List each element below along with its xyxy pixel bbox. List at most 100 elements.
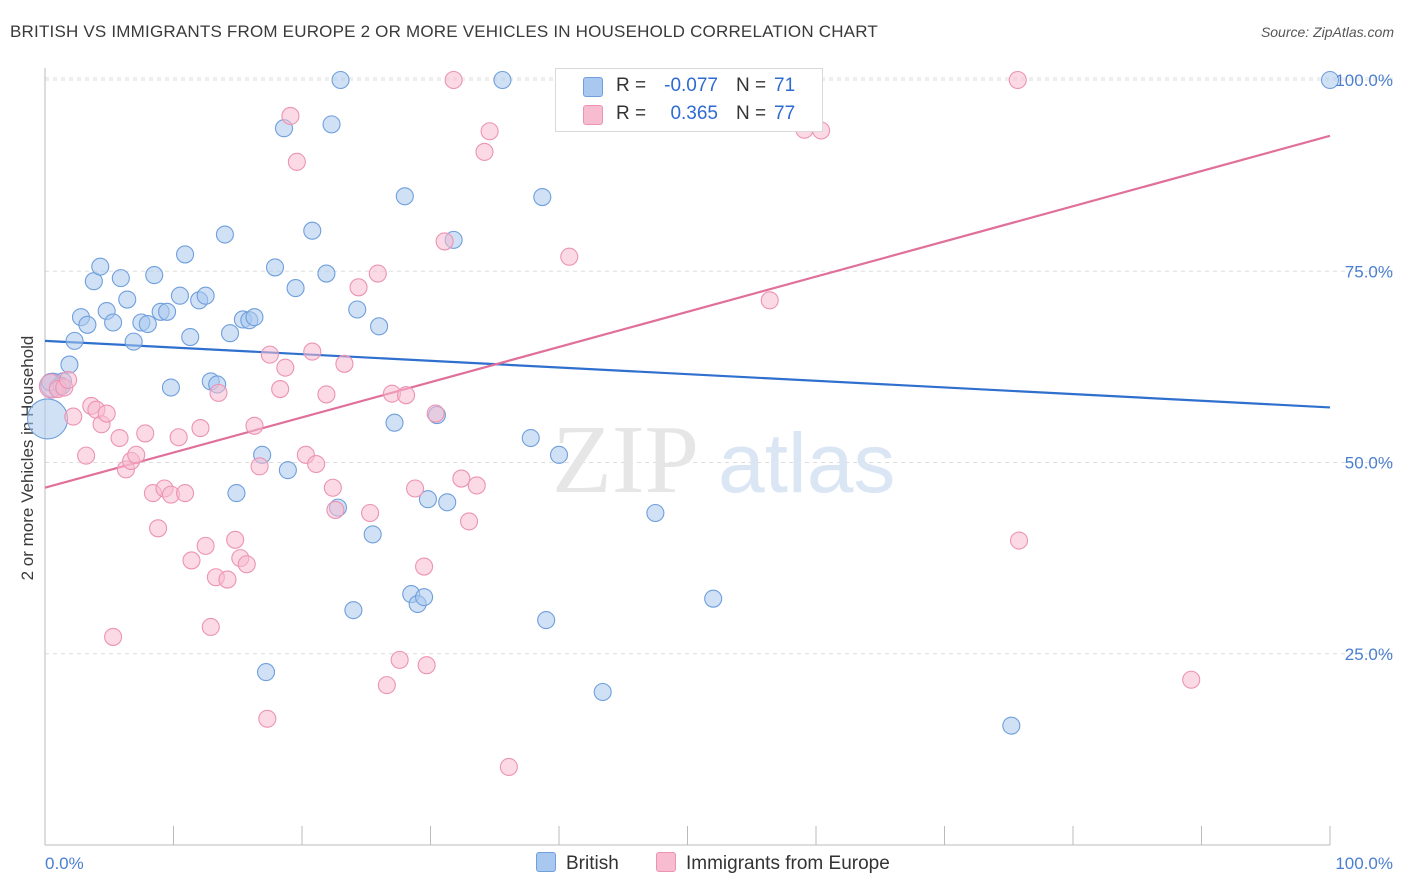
immigrants-point <box>258 709 277 728</box>
immigrants-point <box>59 370 78 389</box>
immigrants-point <box>176 484 195 503</box>
immigrants-point <box>406 479 425 498</box>
immigrants-point <box>260 345 279 364</box>
x-tick-label: 0.0% <box>45 854 84 873</box>
british-point <box>118 290 137 309</box>
british-point <box>27 398 69 440</box>
british-point <box>438 493 457 512</box>
immigrants-point <box>245 416 264 435</box>
immigrants-point <box>499 757 518 777</box>
british-point <box>395 187 414 206</box>
y-tick-label: 75.0% <box>1345 262 1393 281</box>
immigrants-point <box>209 383 228 402</box>
british-point <box>181 327 200 347</box>
immigrants-point <box>191 419 210 438</box>
legend-row-immigrants: R = 0.365 N = 77 <box>556 100 822 128</box>
immigrants-point <box>104 627 123 646</box>
immigrants-point <box>417 656 436 675</box>
immigrants-point <box>415 557 434 576</box>
immigrants-point <box>196 536 215 555</box>
british-point <box>521 428 540 448</box>
x-tick-label: 100.0% <box>1335 854 1393 873</box>
british-point <box>176 245 195 264</box>
immigrants-swatch <box>583 105 603 125</box>
immigrants-point <box>390 650 409 669</box>
british-point <box>533 187 552 207</box>
british-point <box>646 503 665 523</box>
british-point <box>537 611 556 630</box>
british-point <box>196 286 215 305</box>
y-tick-label: 25.0% <box>1345 645 1393 664</box>
british-point <box>220 324 240 343</box>
british-point <box>124 332 143 351</box>
immigrants-point <box>169 428 188 447</box>
immigrants-point <box>435 232 454 251</box>
immigrants-point <box>377 676 396 695</box>
immigrants-r-label: R = <box>616 103 647 124</box>
british-point <box>104 313 123 332</box>
immigrants-point <box>149 519 168 538</box>
data-points <box>27 70 1340 777</box>
british-point <box>278 461 297 480</box>
bottom-british-label: British <box>566 853 619 874</box>
bottom-immigrants-label: Immigrants from Europe <box>686 853 890 874</box>
immigrants-point <box>307 454 326 474</box>
british-point <box>227 484 246 503</box>
british-point <box>65 331 84 350</box>
british-point <box>1002 716 1021 735</box>
british-point <box>415 588 434 607</box>
immigrants-point <box>218 570 237 589</box>
y-tick-label: 50.0% <box>1345 454 1393 473</box>
british-point <box>1320 70 1340 90</box>
british-point <box>286 279 305 298</box>
immigrants-point <box>64 407 83 426</box>
immigrants-point <box>1182 670 1201 689</box>
source-label: Source: ZipAtlas.com <box>1260 24 1394 40</box>
british-point <box>111 269 130 288</box>
y-tick-label: 100.0% <box>1335 71 1393 90</box>
british-n-label: N = <box>736 75 767 96</box>
immigrants-point <box>335 354 354 373</box>
british-point <box>348 300 367 319</box>
legend-row-british: R = -0.077 N = 71 <box>556 72 822 100</box>
immigrants-point <box>97 404 116 423</box>
british-point <box>138 314 157 334</box>
british-point <box>493 70 512 90</box>
immigrants-point <box>110 428 129 448</box>
british-r-value: -0.077 <box>664 75 718 96</box>
immigrants-point <box>136 424 155 443</box>
immigrants-point <box>444 70 463 90</box>
immigrants-point <box>1008 70 1027 90</box>
immigrants-n-label: N = <box>736 103 767 124</box>
immigrants-point <box>459 512 479 531</box>
immigrants-point <box>127 445 146 464</box>
british-point <box>60 355 79 374</box>
british-point <box>704 589 723 608</box>
immigrants-point <box>349 278 368 297</box>
british-point <box>317 264 336 283</box>
british-point <box>158 302 177 321</box>
british-point <box>145 266 164 285</box>
bottom-legend-immigrants: Immigrants from Europe <box>656 852 890 875</box>
correlation-legend: R = -0.077 N = 71 R = 0.365 N = 77 <box>555 68 823 132</box>
bottom-legend-british: British <box>536 852 619 875</box>
immigrants-point <box>281 106 300 126</box>
bottom-british-swatch <box>536 852 556 872</box>
immigrants-point <box>77 446 96 465</box>
british-point <box>344 601 363 620</box>
british-point <box>370 317 389 336</box>
british-n-value: 71 <box>774 75 796 96</box>
immigrants-point <box>475 142 494 161</box>
british-point <box>245 308 264 327</box>
immigrants-point <box>250 457 269 476</box>
watermark-atlas: atlas <box>718 416 895 510</box>
immigrants-point <box>201 617 220 637</box>
british-point <box>265 258 285 277</box>
british-point <box>256 663 276 682</box>
immigrants-point <box>323 478 342 497</box>
british-point <box>331 70 350 90</box>
axes <box>44 68 1331 846</box>
immigrants-point <box>480 122 499 141</box>
immigrants-point <box>560 247 579 266</box>
